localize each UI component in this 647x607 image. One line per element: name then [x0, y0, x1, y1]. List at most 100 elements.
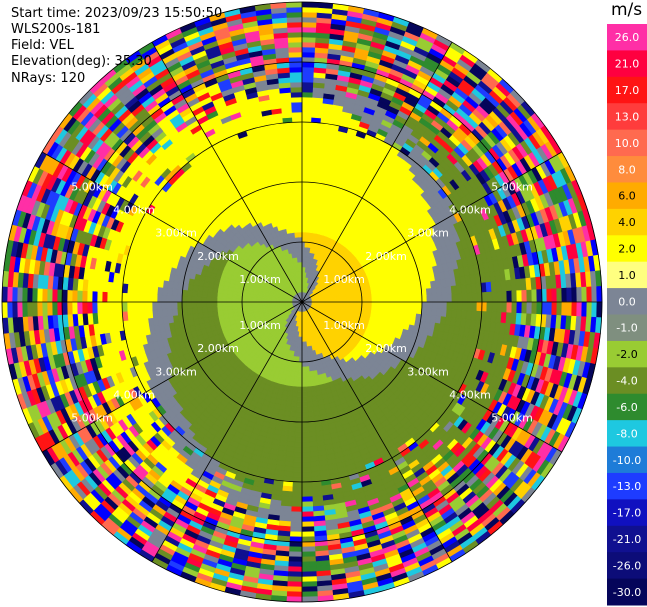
velocity-cell: [305, 381, 312, 388]
velocity-cell: [293, 461, 303, 468]
velocity-cell: [380, 288, 387, 294]
velocity-cell: [306, 211, 312, 218]
velocity-cell: [416, 307, 423, 315]
velocity-cell: [297, 366, 303, 373]
velocity-cell: [451, 301, 458, 311]
velocity-cell: [301, 376, 307, 383]
velocity-cell: [308, 166, 317, 174]
velocity-cell: [286, 576, 303, 583]
velocity-cell: [301, 181, 309, 188]
velocity-cell: [426, 294, 433, 303]
velocity-cell: [356, 295, 363, 300]
velocity-cell: [301, 91, 314, 98]
velocity-cell: [435, 287, 443, 296]
velocity-cell: [501, 290, 508, 303]
velocity-cell: [441, 301, 448, 310]
velocity-cell: [296, 401, 303, 408]
velocity-cell: [301, 106, 313, 113]
velocity-cell: [416, 289, 423, 297]
velocity-cell: [296, 386, 303, 393]
velocity-cell: [581, 301, 588, 318]
velocity-cell: [301, 481, 313, 488]
velocity-cell: [445, 309, 453, 319]
velocity-cell: [491, 301, 498, 313]
velocity-cell: [301, 386, 308, 393]
velocity-cell: [440, 286, 448, 296]
velocity-cell: [301, 366, 307, 373]
velocity-cell: [471, 292, 478, 303]
velocity-cell: [301, 406, 309, 413]
velocity-cell: [596, 301, 603, 319]
velocity-cell: [381, 301, 388, 307]
velocity-cell: [406, 301, 413, 309]
velocity-cell: [301, 416, 309, 423]
velocity-cell: [406, 290, 413, 297]
velocity-cell: [416, 295, 423, 303]
velocity-cell: [308, 440, 318, 448]
velocity-cell: [416, 301, 423, 309]
velocity-cell: [411, 295, 418, 303]
velocity-cell: [288, 551, 303, 558]
velocity-cell: [301, 486, 313, 493]
velocity-cell: [310, 380, 316, 387]
velocity-cell: [295, 416, 303, 423]
velocity-cell: [293, 451, 303, 458]
velocity-cell: [556, 288, 563, 303]
velocity-cell: [425, 288, 433, 296]
velocity-cell: [301, 546, 316, 553]
velocity-cell: [289, 526, 303, 533]
velocity-cell: [301, 461, 311, 468]
velocity-cell: [466, 292, 473, 303]
velocity-cell: [581, 286, 588, 303]
velocity-cell: [301, 131, 312, 138]
velocity-cell: [566, 287, 573, 303]
velocity-cell: [391, 306, 398, 313]
velocity-cell: [307, 406, 314, 413]
velocity-cell: [376, 297, 383, 303]
velocity-cell: [516, 301, 523, 314]
velocity-cell: [306, 401, 314, 408]
velocity-cell: [526, 289, 533, 303]
velocity-cell: [436, 301, 443, 310]
velocity-cell: [430, 308, 438, 317]
velocity-cell: [296, 391, 303, 398]
velocity-cell: [288, 425, 296, 433]
velocity-cell: [306, 201, 313, 208]
velocity-cell: [301, 161, 310, 168]
velocity-cell: [308, 430, 317, 438]
velocity-cell: [305, 376, 311, 383]
velocity-cell: [391, 301, 398, 308]
velocity-cell: [301, 126, 312, 133]
velocity-cell: [371, 293, 378, 299]
velocity-cell: [576, 286, 583, 303]
velocity-cell: [521, 301, 528, 315]
velocity-cell: [291, 486, 303, 493]
velocity-cell: [496, 291, 503, 303]
velocity-cell: [301, 551, 316, 558]
velocity-cell: [421, 295, 428, 303]
velocity-cell: [301, 16, 318, 23]
velocity-cell: [301, 516, 314, 523]
velocity-cell: [391, 296, 398, 303]
velocity-cell: [301, 121, 312, 128]
velocity-cell: [301, 456, 311, 463]
velocity-cell: [371, 301, 378, 307]
velocity-cell: [305, 371, 311, 378]
velocity-cell: [294, 431, 303, 438]
velocity-cell: [301, 171, 310, 178]
velocity-cell: [396, 301, 403, 308]
velocity-cell: [551, 288, 558, 303]
velocity-cell: [309, 445, 319, 453]
velocity-cell: [301, 26, 317, 33]
velocity-cell: [285, 596, 303, 603]
velocity-cell: [301, 431, 310, 438]
velocity-cell: [461, 301, 468, 311]
velocity-cell: [301, 61, 315, 68]
velocity-cell: [301, 371, 307, 378]
velocity-cell: [401, 296, 408, 303]
velocity-cell: [308, 171, 316, 179]
velocity-cell: [531, 289, 538, 303]
velocity-cell: [301, 596, 319, 603]
velocity-cell: [301, 141, 311, 148]
velocity-cell: [351, 298, 358, 303]
